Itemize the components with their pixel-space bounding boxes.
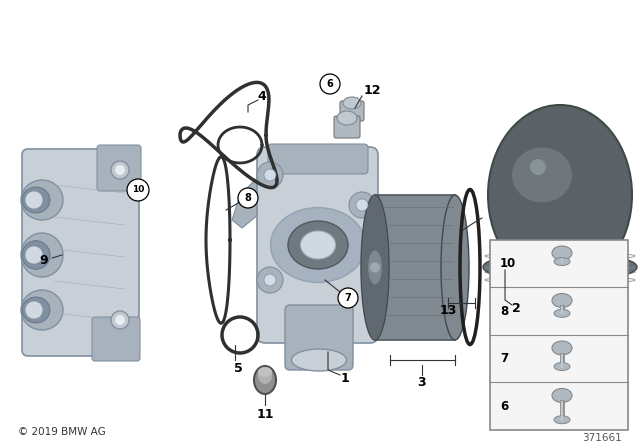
- Text: 7: 7: [344, 293, 351, 303]
- Ellipse shape: [21, 180, 63, 220]
- Ellipse shape: [22, 241, 50, 269]
- Text: © 2019 BMW AG: © 2019 BMW AG: [18, 427, 106, 437]
- Circle shape: [127, 179, 149, 201]
- Ellipse shape: [554, 309, 570, 317]
- Circle shape: [25, 246, 43, 264]
- Ellipse shape: [512, 147, 572, 202]
- Ellipse shape: [22, 297, 50, 323]
- Circle shape: [320, 74, 340, 94]
- Text: 9: 9: [40, 254, 48, 267]
- Ellipse shape: [552, 341, 572, 355]
- Text: 5: 5: [234, 362, 243, 375]
- Text: 3: 3: [418, 375, 426, 388]
- Ellipse shape: [337, 111, 357, 125]
- Text: 4: 4: [258, 90, 266, 103]
- Text: 1: 1: [340, 371, 349, 384]
- Text: 8: 8: [244, 193, 252, 203]
- Ellipse shape: [288, 221, 348, 269]
- Text: 12: 12: [364, 83, 381, 96]
- Circle shape: [264, 169, 276, 181]
- Text: 2: 2: [511, 302, 520, 314]
- FancyBboxPatch shape: [340, 101, 364, 121]
- FancyBboxPatch shape: [257, 147, 378, 343]
- Ellipse shape: [301, 231, 335, 259]
- FancyBboxPatch shape: [268, 144, 368, 174]
- Text: 6: 6: [326, 79, 333, 89]
- Text: 7: 7: [500, 352, 508, 365]
- Ellipse shape: [258, 368, 272, 384]
- Circle shape: [111, 311, 129, 329]
- Ellipse shape: [361, 195, 389, 340]
- Circle shape: [115, 165, 125, 175]
- Ellipse shape: [22, 187, 50, 213]
- Ellipse shape: [552, 388, 572, 402]
- Text: 10: 10: [500, 257, 516, 270]
- Text: 6: 6: [500, 400, 508, 413]
- Circle shape: [356, 199, 368, 211]
- FancyBboxPatch shape: [97, 145, 141, 191]
- Ellipse shape: [554, 362, 570, 370]
- Circle shape: [25, 191, 43, 209]
- Ellipse shape: [441, 195, 469, 340]
- Circle shape: [257, 267, 283, 293]
- Text: 13: 13: [439, 303, 457, 316]
- Ellipse shape: [21, 233, 63, 277]
- Circle shape: [264, 274, 276, 286]
- Ellipse shape: [362, 197, 388, 338]
- FancyBboxPatch shape: [92, 317, 140, 361]
- Bar: [375, 195, 455, 340]
- Bar: [490, 240, 628, 430]
- Ellipse shape: [554, 258, 570, 266]
- Circle shape: [111, 161, 129, 179]
- Ellipse shape: [552, 293, 572, 307]
- Ellipse shape: [367, 250, 383, 285]
- Ellipse shape: [552, 246, 572, 260]
- Ellipse shape: [554, 416, 570, 424]
- Circle shape: [338, 288, 358, 308]
- Ellipse shape: [271, 207, 365, 283]
- Circle shape: [370, 263, 380, 272]
- Text: 371661: 371661: [582, 433, 622, 443]
- Text: 10: 10: [132, 185, 144, 194]
- Ellipse shape: [343, 97, 361, 109]
- Polygon shape: [232, 155, 295, 228]
- Circle shape: [530, 159, 546, 175]
- Circle shape: [115, 315, 125, 325]
- Ellipse shape: [254, 366, 276, 394]
- Ellipse shape: [291, 349, 346, 371]
- Ellipse shape: [21, 290, 63, 330]
- Ellipse shape: [483, 252, 637, 282]
- Circle shape: [257, 162, 283, 188]
- FancyBboxPatch shape: [22, 149, 139, 356]
- Circle shape: [238, 188, 258, 208]
- Circle shape: [25, 301, 43, 319]
- Ellipse shape: [488, 105, 632, 285]
- Circle shape: [349, 192, 375, 218]
- Ellipse shape: [258, 367, 272, 377]
- Text: 8: 8: [500, 305, 508, 318]
- FancyBboxPatch shape: [285, 305, 353, 370]
- Text: 11: 11: [256, 408, 274, 421]
- FancyBboxPatch shape: [334, 116, 360, 138]
